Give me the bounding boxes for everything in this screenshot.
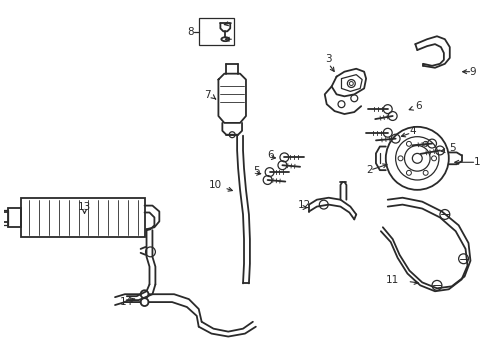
Bar (8, 208, 21, 227)
Text: 10: 10 (209, 180, 222, 190)
Text: 12: 12 (297, 199, 310, 210)
Bar (2, 210, 8, 225)
Text: 4: 4 (408, 126, 415, 136)
Text: 2: 2 (366, 165, 372, 175)
Text: 3: 3 (325, 54, 331, 64)
Bar (198, 18, 234, 45)
Text: 11: 11 (385, 275, 399, 285)
Text: 6: 6 (414, 101, 421, 111)
Text: 6: 6 (267, 150, 274, 161)
Bar (21, 198, 144, 237)
Text: 14: 14 (120, 297, 133, 307)
Text: 8: 8 (187, 27, 193, 37)
Text: 7: 7 (203, 90, 210, 100)
Text: 1: 1 (473, 157, 479, 167)
Text: 5: 5 (252, 166, 259, 176)
Text: 9: 9 (469, 67, 475, 77)
Text: 5: 5 (448, 144, 454, 153)
Text: 13: 13 (78, 202, 91, 212)
